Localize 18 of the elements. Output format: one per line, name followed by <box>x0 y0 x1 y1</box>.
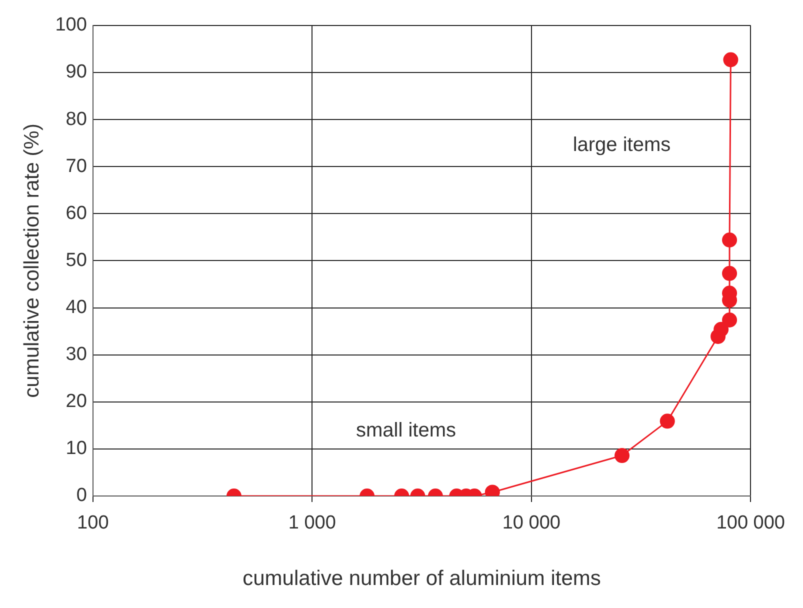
y-tick-label: 10 <box>66 438 87 460</box>
x-tick-label: 10 000 <box>502 512 560 534</box>
annotation: large items <box>572 134 671 156</box>
y-tick-label: 20 <box>66 391 87 412</box>
x-tick-label: 100 000 <box>716 512 786 534</box>
y-tick-label: 60 <box>66 202 87 224</box>
annotation: small items <box>356 420 456 442</box>
y-tick-label: 70 <box>66 156 87 177</box>
y-tick-label: 90 <box>66 62 87 83</box>
x-axis-title: cumulative number of aluminium items <box>242 567 601 590</box>
x-tick-label: 1 000 <box>288 512 336 534</box>
y-tick-label: 40 <box>66 296 87 318</box>
y-tick-label: 0 <box>76 485 87 506</box>
y-axis-title: cumulative collection rate (%) <box>20 124 44 398</box>
y-tick-label: 50 <box>66 250 87 271</box>
y-tick-label: 100 <box>55 14 87 36</box>
y-tick-label: 80 <box>66 108 87 130</box>
y-tick-label: 30 <box>66 344 87 366</box>
